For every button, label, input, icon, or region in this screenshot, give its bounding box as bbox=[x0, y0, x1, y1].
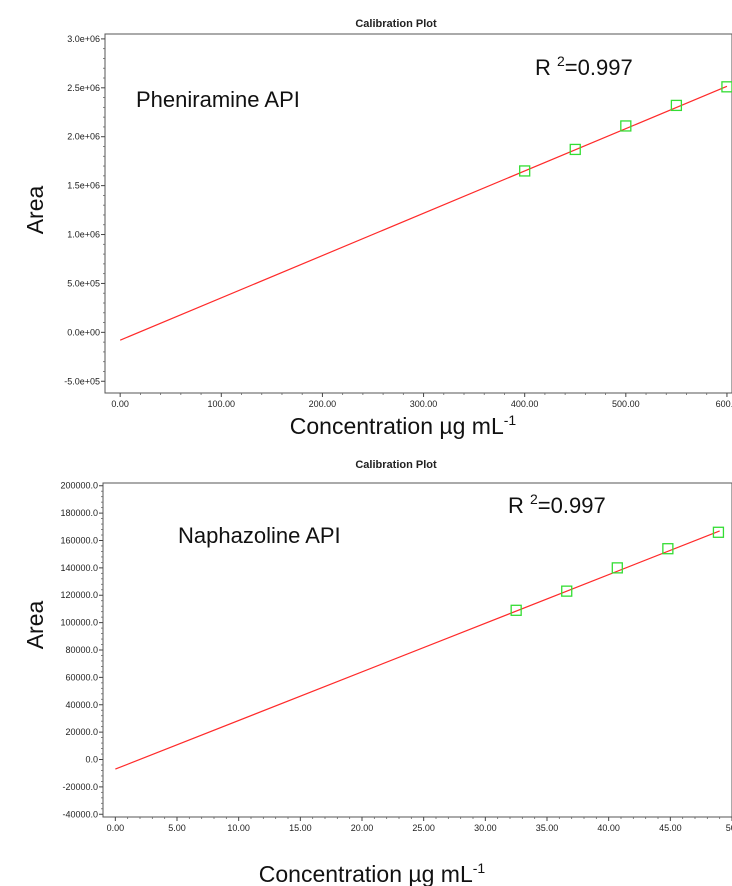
x-tick-label: 50. bbox=[726, 823, 732, 833]
x-tick-label: 45.00 bbox=[659, 823, 682, 833]
y-tick-label: 5.0e+05 bbox=[67, 278, 100, 288]
compound-label: Pheniramine API bbox=[136, 87, 300, 112]
data-point bbox=[519, 165, 531, 177]
data-point bbox=[662, 543, 674, 555]
x-tick-label: 20.00 bbox=[351, 823, 374, 833]
y-tick-label: 3.0e+06 bbox=[67, 34, 100, 44]
y-tick-label: 20000.0 bbox=[65, 727, 98, 737]
y-tick-label: 0.0 bbox=[85, 755, 98, 765]
compound-label: Naphazoline API bbox=[178, 523, 341, 548]
x-tick-label: 0.00 bbox=[107, 823, 125, 833]
y-axis-label: Area bbox=[22, 601, 48, 650]
y-tick-label: 2.0e+06 bbox=[67, 132, 100, 142]
x-axis-label: Concentration µg mL-1 bbox=[290, 412, 517, 439]
chart-svg-naphazoline: Calibration Plot -40000.0 -20000.0 0.0 20000… bbox=[22, 459, 732, 886]
y-tick-label: 80000.0 bbox=[65, 645, 98, 655]
y-tick-label: 0.0e+00 bbox=[67, 327, 100, 337]
y-axis-label: Area bbox=[22, 186, 48, 235]
x-tick-label: 25.00 bbox=[412, 823, 435, 833]
x-tick-label: 100.00 bbox=[208, 399, 236, 409]
data-point bbox=[620, 120, 632, 132]
y-tick-label: 60000.0 bbox=[65, 672, 98, 682]
data-point bbox=[569, 143, 581, 156]
y-tick-label: 100000.0 bbox=[60, 618, 98, 628]
x-tick-label: 400.00 bbox=[511, 399, 539, 409]
calibration-chart-naphazoline: Calibration Plot -40000.0 -20000.0 0.0 20000… bbox=[0, 450, 732, 886]
data-point bbox=[712, 526, 725, 538]
x-tick-label: 0.00 bbox=[111, 399, 129, 409]
r-squared-label: R 2=0.997 bbox=[508, 491, 606, 518]
x-tick-label: 600.0 bbox=[716, 399, 732, 409]
chart-svg-pheniramine: Calibration Plot -5.0e+05 0.0e+00 5.0e+05 1.… bbox=[22, 18, 732, 439]
x-tick-label: 35.00 bbox=[536, 823, 559, 833]
y-tick-label: 140000.0 bbox=[60, 563, 98, 573]
y-tick-label: -5.0e+05 bbox=[64, 376, 100, 386]
y-tick-label: -40000.0 bbox=[62, 809, 98, 819]
y-tick-label: 120000.0 bbox=[60, 590, 98, 600]
chart-title: Calibration Plot bbox=[355, 18, 437, 30]
x-tick-label: 30.00 bbox=[474, 823, 497, 833]
y-tick-label: 200000.0 bbox=[60, 481, 98, 491]
y-tick-label: 180000.0 bbox=[60, 508, 98, 518]
y-tick-label: 2.5e+06 bbox=[67, 83, 100, 93]
x-tick-label: 500.00 bbox=[612, 399, 640, 409]
data-point bbox=[611, 562, 623, 574]
y-tick-label: 40000.0 bbox=[65, 700, 98, 710]
y-tick-label: 160000.0 bbox=[60, 535, 98, 545]
y-tick-label: -20000.0 bbox=[62, 782, 98, 792]
chart-title: Calibration Plot bbox=[355, 459, 437, 471]
x-tick-label: 15.00 bbox=[289, 823, 312, 833]
y-tick-label: 1.0e+06 bbox=[67, 230, 100, 240]
x-tick-label: 5.00 bbox=[168, 823, 186, 833]
plot-frame bbox=[104, 33, 732, 394]
y-tick-label: 1.5e+06 bbox=[67, 181, 100, 191]
x-tick-label: 10.00 bbox=[227, 823, 250, 833]
regression-line bbox=[119, 85, 728, 341]
x-tick-label: 40.00 bbox=[597, 823, 620, 833]
x-tick-label: 300.00 bbox=[410, 399, 438, 409]
data-point bbox=[510, 604, 522, 616]
data-point bbox=[561, 585, 573, 597]
data-point bbox=[670, 99, 683, 112]
x-tick-label: 200.00 bbox=[309, 399, 337, 409]
calibration-chart-pheniramine: Calibration Plot -5.0e+05 0.0e+00 5.0e+05 1.… bbox=[22, 18, 732, 439]
r-squared-label: R 2=0.997 bbox=[535, 53, 633, 80]
x-axis-label: Concentration µg mL-1 bbox=[259, 860, 486, 886]
regression-line bbox=[115, 530, 720, 770]
